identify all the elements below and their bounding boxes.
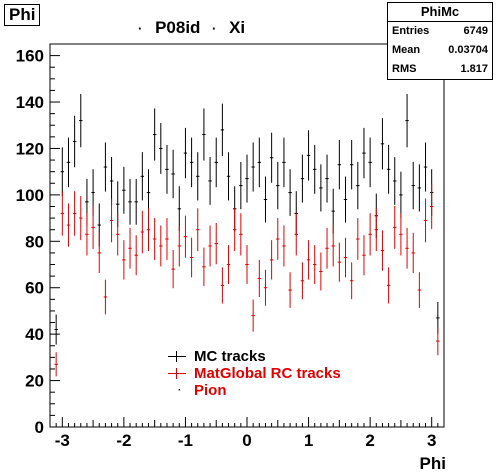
legend-label: Pion [194,382,227,399]
stats-label: Mean [392,44,421,56]
y-tick-label: 120 [16,139,44,158]
stats-label: RMS [392,63,417,75]
x-tick-label: 3 [427,431,436,450]
x-tick-label: 0 [242,431,251,450]
x-axis-label: Phi [420,454,446,473]
legend-dot: · [178,385,182,396]
stats-value: 6749 [463,25,488,37]
legend: MC tracks MatGlobal RC tracks · Pion [166,348,341,399]
legend-label: MC tracks [194,348,266,365]
legend-item-rc: MatGlobal RC tracks [166,365,341,382]
stats-name: PhiMc [388,3,492,22]
stats-row-mean: Mean 0.03704 [388,41,492,60]
legend-marker-tick [176,368,177,379]
legend-marker [168,373,186,374]
y-tick-label: 80 [25,232,44,251]
stats-box: PhiMc Entries 6749 Mean 0.03704 RMS 1.81… [387,2,493,80]
header-legend-right-label: Xi [229,18,246,37]
y-tick-label: 20 [25,372,44,391]
stats-row-rms: RMS 1.817 [388,60,492,79]
legend-item-mc: MC tracks [166,348,341,365]
x-tick-label: 1 [304,431,313,450]
legend-marker-tick [176,351,177,362]
header-legend-left-label: P08id [155,18,201,37]
x-tick-label: -2 [116,431,131,450]
stats-row-entries: Entries 6749 [388,22,492,41]
x-tick-label: 2 [365,431,374,450]
y-tick-label: 160 [16,47,44,66]
y-tick-label: 40 [25,325,44,344]
header-legend-right: · Xi [212,18,245,38]
legend-label: MatGlobal RC tracks [194,365,341,382]
legend-item-pion: · Pion [166,382,341,399]
stats-label: Entries [392,25,430,37]
legend-marker [168,356,186,357]
histogram-title: Phi [4,4,41,26]
y-tick-label: 100 [16,186,44,205]
y-tick-label: 0 [35,418,44,437]
x-tick-label: -1 [178,431,193,450]
y-tick-label: 60 [25,279,44,298]
stats-value: 0.03704 [448,44,488,56]
stats-value: 1.817 [460,63,488,75]
header-legend-left: · P08id [138,18,200,38]
y-tick-label: 140 [16,93,44,112]
x-tick-label: -3 [55,431,70,450]
header-legend-dot: · [212,21,217,36]
header-legend-dot: · [138,21,143,36]
